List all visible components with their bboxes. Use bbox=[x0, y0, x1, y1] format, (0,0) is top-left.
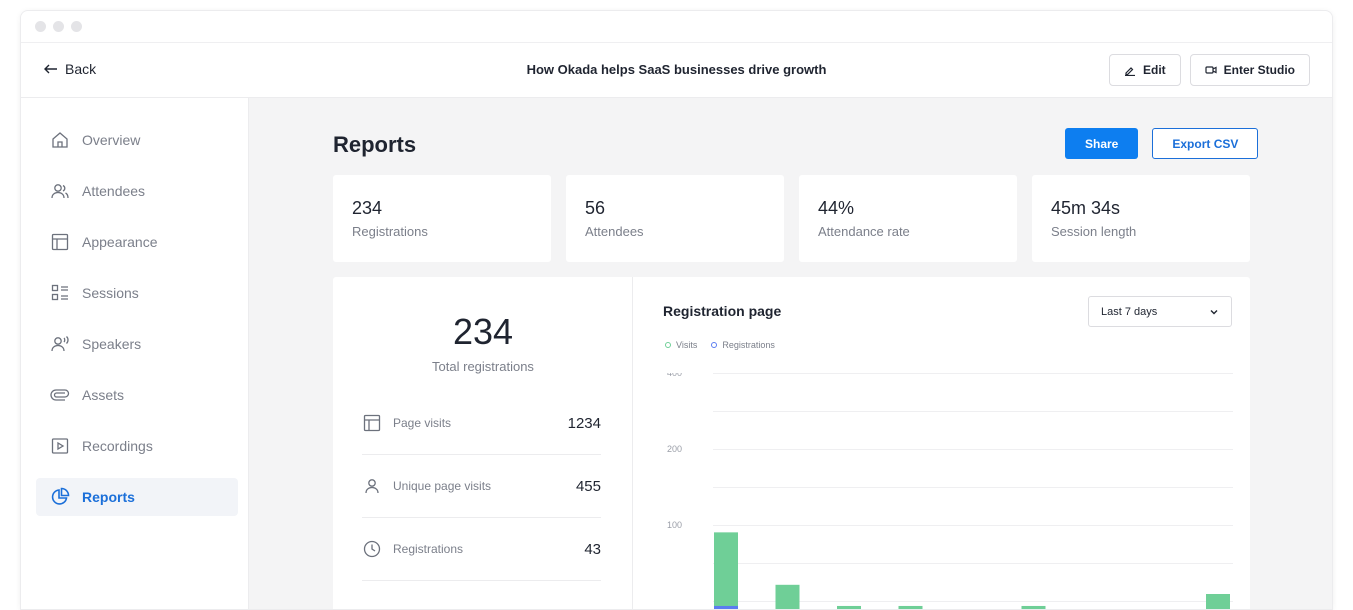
sidebar-item-sessions[interactable]: Sessions bbox=[36, 274, 238, 312]
video-icon bbox=[1205, 66, 1217, 74]
stat-label: Registrations bbox=[352, 224, 428, 239]
sidebar-item-recordings[interactable]: Recordings bbox=[36, 427, 238, 465]
sidebar-item-label: Attendees bbox=[82, 183, 146, 199]
speaker-icon bbox=[51, 336, 69, 352]
bar-registrations[interactable] bbox=[714, 605, 738, 610]
play-icon bbox=[51, 438, 69, 454]
pencil-icon bbox=[1124, 67, 1135, 76]
sidebar-item-label: Assets bbox=[82, 387, 125, 403]
back-button[interactable]: Back bbox=[43, 61, 96, 77]
sidebar: Overview Attendees Appearance Sessions S… bbox=[21, 98, 249, 609]
total-registrations-label: Total registrations bbox=[432, 359, 534, 374]
metric-registrations: Registrations 43 bbox=[362, 518, 601, 581]
paperclip-icon bbox=[50, 389, 70, 401]
sidebar-item-label: Recordings bbox=[82, 438, 153, 454]
bar-visits[interactable] bbox=[714, 532, 738, 610]
metric-label: Page visits bbox=[393, 416, 452, 430]
layout-icon bbox=[363, 414, 381, 432]
edit-button[interactable]: Edit bbox=[1108, 54, 1181, 86]
window-titlebar bbox=[21, 11, 1332, 43]
stat-value: 45m 34s bbox=[1051, 198, 1121, 218]
metric-label: Registrations bbox=[393, 542, 464, 556]
legend-item-registrations: Registrations bbox=[711, 340, 775, 350]
page-title: Reports bbox=[333, 132, 417, 157]
sidebar-item-appearance[interactable]: Appearance bbox=[36, 223, 238, 261]
metric-label: Unique page visits bbox=[393, 479, 492, 493]
top-bar: Back How Okada helps SaaS businesses dri… bbox=[21, 43, 1332, 98]
list-icon bbox=[51, 284, 68, 301]
metric-value: 43 bbox=[584, 540, 601, 558]
legend-dot-registrations bbox=[711, 342, 718, 348]
home-icon bbox=[52, 132, 68, 148]
metric-unique-page-visits: Unique page visits 455 bbox=[362, 455, 601, 518]
sidebar-item-overview[interactable]: Overview bbox=[36, 121, 238, 159]
stat-label: Attendees bbox=[585, 224, 644, 239]
registration-bar-chart: 400 200 100 bbox=[667, 373, 1233, 610]
stat-label: Attendance rate bbox=[818, 224, 910, 239]
user-icon bbox=[365, 479, 379, 494]
users-icon bbox=[51, 184, 69, 199]
stats-row: 234 Registrations 56 Attendees 44% Atten… bbox=[333, 175, 1250, 262]
chart-title: Registration page bbox=[663, 303, 782, 319]
chart-legend: Visits Registrations bbox=[665, 340, 775, 350]
registrations-summary: 234 Total registrations Page visits 1234… bbox=[333, 277, 633, 609]
sidebar-item-label: Reports bbox=[82, 489, 135, 505]
bar-visits[interactable] bbox=[775, 584, 800, 610]
sidebar-item-label: Sessions bbox=[82, 285, 139, 301]
enter-studio-label: Enter Studio bbox=[1223, 63, 1295, 77]
clock-icon bbox=[363, 540, 381, 558]
layout-icon bbox=[51, 233, 69, 251]
edit-label: Edit bbox=[1142, 63, 1166, 77]
sidebar-item-label: Appearance bbox=[82, 234, 158, 250]
bar-visits[interactable] bbox=[1021, 605, 1046, 610]
stat-value: 234 bbox=[352, 198, 383, 218]
legend-dot-visits bbox=[665, 342, 671, 348]
sidebar-item-assets[interactable]: Assets bbox=[36, 376, 238, 414]
stat-card-attendance-rate: 44% Attendance rate bbox=[799, 175, 1017, 262]
y-tick-label: 400 bbox=[667, 373, 682, 378]
metric-value: 455 bbox=[575, 477, 601, 495]
stat-card-registrations: 234 Registrations bbox=[333, 175, 551, 262]
stat-card-session-length: 45m 34s Session length bbox=[1032, 175, 1250, 262]
total-registrations-value: 234 bbox=[452, 311, 514, 352]
sidebar-item-label: Speakers bbox=[82, 336, 142, 352]
bar-visits[interactable] bbox=[837, 605, 861, 610]
arrow-left-icon bbox=[44, 64, 57, 74]
sidebar-item-speakers[interactable]: Speakers bbox=[36, 325, 238, 363]
export-csv-button[interactable]: Export CSV bbox=[1152, 128, 1259, 159]
stat-value: 44% bbox=[818, 198, 855, 218]
window-minimize-dot[interactable] bbox=[53, 21, 64, 32]
metric-value: 1234 bbox=[567, 414, 601, 432]
sidebar-item-reports[interactable]: Reports bbox=[36, 478, 238, 516]
legend-label: Registrations bbox=[722, 340, 775, 350]
metric-page-visits: Page visits 1234 bbox=[362, 392, 601, 455]
share-button[interactable]: Share bbox=[1065, 128, 1139, 159]
window-maximize-dot[interactable] bbox=[71, 21, 82, 32]
legend-item-visits: Visits bbox=[665, 340, 697, 350]
stat-card-attendees: 56 Attendees bbox=[566, 175, 784, 262]
date-range-value: Last 7 days bbox=[1101, 305, 1158, 318]
registrations-panel: 234 Total registrations Page visits 1234… bbox=[333, 277, 1250, 610]
bar-visits[interactable] bbox=[1206, 594, 1230, 610]
pie-chart-icon bbox=[51, 487, 70, 505]
y-tick-label: 100 bbox=[667, 520, 682, 530]
back-label: Back bbox=[65, 61, 97, 77]
window-close-dot[interactable] bbox=[35, 21, 46, 32]
chevron-down-icon bbox=[1210, 309, 1218, 314]
app-window: Back How Okada helps SaaS businesses dri… bbox=[20, 10, 1333, 610]
legend-label: Visits bbox=[676, 340, 698, 350]
y-tick-label: 200 bbox=[667, 444, 682, 454]
date-range-select[interactable]: Last 7 days bbox=[1088, 296, 1232, 327]
main-content: Reports Share Export CSV 234 Registratio… bbox=[250, 98, 1332, 609]
stat-value: 56 bbox=[585, 198, 606, 218]
enter-studio-button[interactable]: Enter Studio bbox=[1189, 54, 1310, 86]
bar-visits[interactable] bbox=[898, 605, 923, 610]
stat-label: Session length bbox=[1051, 224, 1137, 239]
sidebar-item-label: Overview bbox=[82, 132, 141, 148]
sidebar-item-attendees[interactable]: Attendees bbox=[36, 172, 238, 210]
